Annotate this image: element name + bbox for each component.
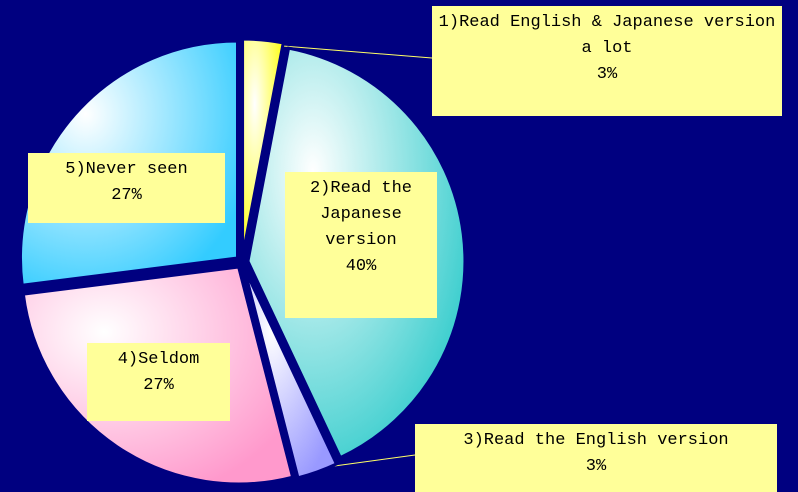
pie-slice (242, 267, 339, 480)
slice-label: 5)Never seen 27% (28, 153, 225, 223)
label-name: 5)Never seen (65, 160, 188, 179)
leader-line (257, 43, 433, 59)
label-value: 40% (345, 257, 377, 276)
label-name: 2)Read the Japanese version (309, 179, 413, 250)
label-name: 1)Read English & Japanese version a lot (438, 13, 776, 58)
label-value: 3% (585, 457, 607, 476)
slice-label: 2)Read the Japanese version 40% (285, 172, 437, 318)
pie-slice (241, 37, 285, 257)
label-name: 4)Seldom (117, 350, 200, 369)
slice-label: 3)Read the English version 3% (415, 424, 777, 492)
label-value: 27% (111, 186, 142, 205)
label-value: 3% (596, 65, 618, 84)
label-name: 3)Read the English version (463, 431, 729, 450)
label-value: 27% (143, 376, 174, 395)
slice-label: 4)Seldom 27% (87, 343, 230, 421)
slice-label: 1)Read English & Japanese version a lot 3… (432, 6, 782, 116)
